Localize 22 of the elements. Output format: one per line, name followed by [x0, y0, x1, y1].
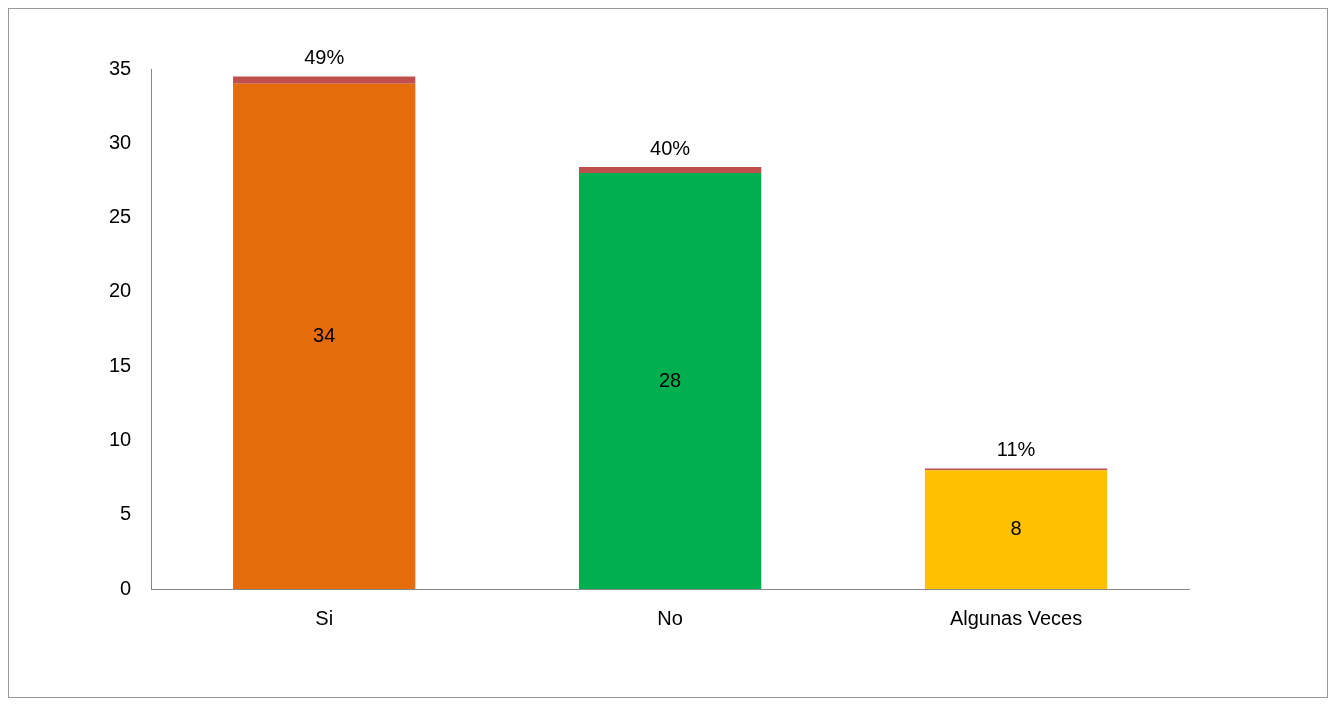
- y-tick-label: 20: [109, 279, 132, 302]
- y-tick-label: 35: [109, 56, 132, 79]
- data-label: 8: [1010, 517, 1022, 540]
- bar: [233, 76, 416, 84]
- bar: [924, 470, 1108, 589]
- y-tick-label: 10: [109, 427, 132, 450]
- y-tick-label: 5: [120, 502, 132, 525]
- data-label: 40%: [650, 136, 691, 159]
- bar: [578, 173, 762, 589]
- data-label: 49%: [304, 46, 345, 69]
- data-label: 34: [313, 323, 336, 346]
- y-tick-label: 25: [109, 205, 132, 228]
- x-tick-label: Algunas Veces: [949, 606, 1083, 629]
- data-label: 11%: [996, 438, 1036, 461]
- x-tick-label: No: [657, 606, 683, 629]
- bar: [233, 83, 416, 589]
- x-tick-label: Si: [315, 606, 334, 629]
- bar: [578, 167, 762, 173]
- y-tick-label: 15: [109, 353, 132, 376]
- y-tick-label: 0: [120, 576, 132, 599]
- y-tick-label: 30: [109, 130, 132, 153]
- data-label: 28: [659, 368, 682, 391]
